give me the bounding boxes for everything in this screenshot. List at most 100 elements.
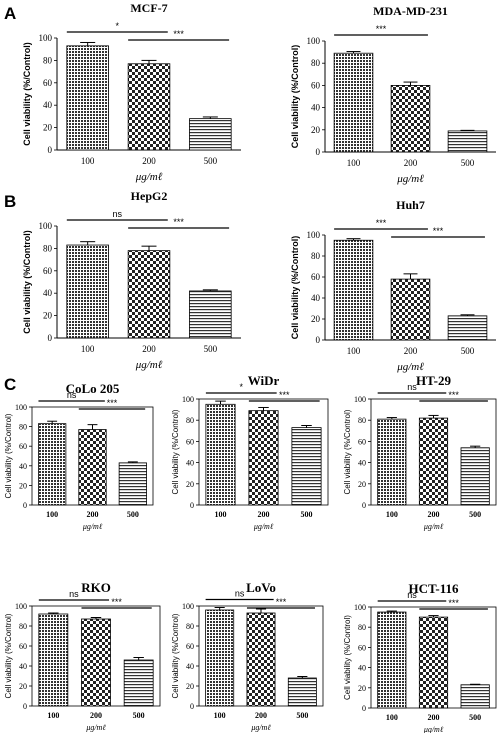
bar-500 [447, 130, 488, 153]
y-tick-label: 60 [186, 642, 194, 651]
y-tick-label: 80 [358, 623, 366, 632]
bar-100 [38, 613, 69, 707]
x-axis-label: μg/mℓ [82, 522, 103, 531]
y-tick-label: 40 [311, 293, 321, 303]
y-tick-label: 20 [186, 682, 194, 691]
significance-label: *** [376, 218, 387, 228]
bar-100 [377, 418, 407, 506]
x-tick-label: 500 [127, 510, 139, 519]
y-tick-label: 0 [316, 335, 321, 345]
significance-label: *** [433, 226, 444, 236]
significance-label: ns [235, 589, 245, 599]
bar-200 [127, 250, 171, 339]
y-tick-label: 40 [186, 459, 194, 468]
x-axis-label: μg/mℓ [135, 359, 163, 371]
chart-mda: 0 20 40 60 80 100 Cell viability (%/Control) 10… [290, 4, 496, 185]
bar-200 [390, 85, 431, 153]
y-tick-label: 0 [190, 702, 194, 711]
panel-letter-a: A [4, 4, 17, 23]
y-tick-label: 40 [358, 459, 366, 468]
x-tick-label: 200 [428, 713, 440, 722]
y-tick-label: 20 [43, 123, 53, 133]
x-tick-label: 500 [469, 510, 481, 519]
bar-500 [460, 447, 490, 506]
y-tick-label: 100 [354, 395, 366, 404]
y-tick-label: 100 [15, 403, 27, 412]
chart-title: MDA-MD-231 [373, 4, 448, 18]
x-tick-label: 200 [404, 346, 418, 356]
y-axis-label: Cell viability (%/Control) [343, 409, 352, 494]
y-tick-label: 20 [43, 311, 53, 321]
bar-500 [291, 427, 322, 506]
y-axis-label: Cell viability (%/Control) [4, 413, 13, 498]
bar-100 [38, 423, 67, 506]
bar-100 [377, 611, 407, 709]
x-tick-label: 100 [214, 711, 226, 720]
bar-200 [127, 63, 171, 151]
y-tick-label: 0 [316, 147, 321, 157]
y-tick-label: 100 [39, 33, 53, 43]
bar-200 [418, 417, 449, 506]
y-tick-label: 60 [358, 643, 366, 652]
chart-title: WiDr [248, 373, 280, 388]
x-tick-label: 500 [301, 510, 313, 519]
y-tick-label: 100 [39, 221, 53, 231]
y-axis-label: Cell viability (%/Control) [22, 230, 32, 334]
y-tick-label: 40 [358, 664, 366, 673]
chart-title: CoLo 205 [66, 381, 120, 396]
x-axis-label: μg/mℓ [253, 522, 274, 531]
y-tick-label: 0 [362, 704, 366, 713]
bar-500 [123, 659, 154, 707]
y-tick-label: 0 [48, 145, 53, 155]
significance-label: ns [407, 590, 417, 600]
y-tick-label: 60 [19, 642, 27, 651]
y-tick-label: 100 [307, 36, 321, 46]
bar-100 [66, 244, 109, 339]
significance-label: *** [276, 597, 287, 607]
bar-500 [189, 290, 232, 339]
y-tick-label: 100 [182, 602, 194, 611]
x-tick-label: 500 [204, 344, 218, 354]
significance-label: * [240, 382, 244, 392]
y-tick-label: 60 [19, 442, 27, 451]
x-tick-label: 200 [142, 344, 156, 354]
significance-label: *** [173, 217, 184, 227]
x-tick-label: 500 [296, 711, 308, 720]
x-tick-label: 100 [386, 510, 398, 519]
x-tick-label: 200 [142, 156, 156, 166]
bar-100 [205, 403, 236, 506]
bar-100 [205, 609, 235, 707]
bar-200 [248, 410, 279, 506]
significance-label: *** [448, 598, 459, 608]
y-tick-label: 60 [43, 266, 53, 276]
y-tick-label: 20 [19, 682, 27, 691]
y-axis-label: Cell viability (%/Control) [343, 615, 352, 700]
bar-200 [78, 429, 107, 506]
y-axis-label: Cell viability (%/Control) [171, 613, 180, 698]
x-tick-label: 200 [404, 158, 418, 168]
significance-label: *** [376, 24, 387, 34]
chart-title: Huh7 [396, 198, 425, 212]
bar-200 [418, 616, 449, 709]
y-tick-label: 80 [43, 243, 53, 253]
chart-title: HCT-116 [408, 581, 459, 596]
bar-100 [66, 45, 109, 151]
significance-label: ns [407, 382, 417, 392]
y-tick-label: 40 [19, 462, 27, 471]
y-tick-label: 20 [186, 480, 194, 489]
panel-letter-b: B [4, 192, 17, 211]
y-tick-label: 100 [15, 602, 27, 611]
y-tick-label: 80 [19, 423, 27, 432]
bar-100 [333, 239, 374, 341]
chart-mcf7: 0 20 40 60 80 100 Cell viability (%/Control) 10… [22, 1, 241, 183]
y-axis-label: Cell viability (%/Control) [290, 45, 300, 149]
x-tick-label: 100 [81, 344, 95, 354]
y-tick-label: 0 [190, 501, 194, 510]
